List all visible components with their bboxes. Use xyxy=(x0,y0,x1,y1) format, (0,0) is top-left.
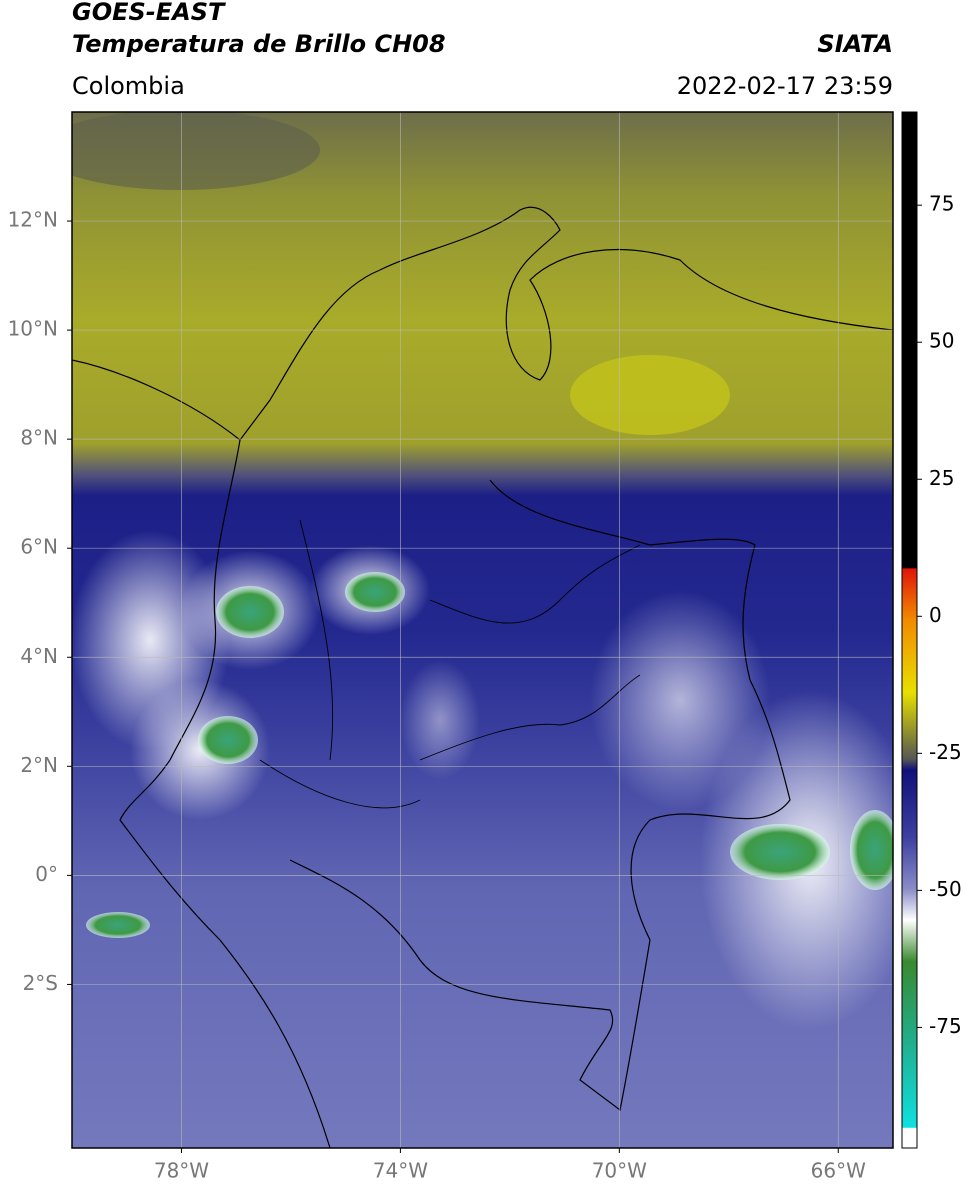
subtitle: Temperatura de Brillo CH08 xyxy=(72,30,446,58)
lon-tick-label: 78°W xyxy=(154,1159,209,1183)
colorbar-tick-label: -50 xyxy=(929,877,962,901)
lat-tick-label: 8°N xyxy=(20,426,58,450)
lat-tick-label: 2°N xyxy=(20,753,58,777)
lat-tick-label: 10°N xyxy=(8,317,58,341)
title: GOES-EAST xyxy=(72,0,226,26)
colorbar-tick-label: 0 xyxy=(929,603,942,627)
datetime: 2022-02-17 23:59 xyxy=(677,72,893,100)
graticule xyxy=(67,112,893,1153)
colorbar-axis xyxy=(917,204,922,1028)
region: Colombia xyxy=(72,72,185,100)
lat-tick-label: 4°N xyxy=(20,644,58,668)
lat-tick-label: 12°N xyxy=(8,208,58,232)
colorbar xyxy=(901,111,918,1149)
colorbar-tick-label: 50 xyxy=(929,329,954,353)
colorbar-tick-label: 75 xyxy=(929,192,954,216)
lat-tick-label: 0° xyxy=(35,862,58,886)
lat-tick-label: 2°S xyxy=(23,971,58,995)
colorbar-tick-label: 25 xyxy=(929,466,954,490)
lon-tick-label: 66°W xyxy=(811,1159,866,1183)
colorbar-tick-label: -75 xyxy=(929,1014,962,1038)
lon-tick-label: 70°W xyxy=(592,1159,647,1183)
lon-tick-label: 74°W xyxy=(373,1159,428,1183)
lat-tick-label: 6°N xyxy=(20,535,58,559)
colorbar-tick-label: -25 xyxy=(929,740,962,764)
source: SIATA xyxy=(817,30,893,58)
map-frame xyxy=(71,111,894,1149)
satellite-image xyxy=(72,112,893,1148)
